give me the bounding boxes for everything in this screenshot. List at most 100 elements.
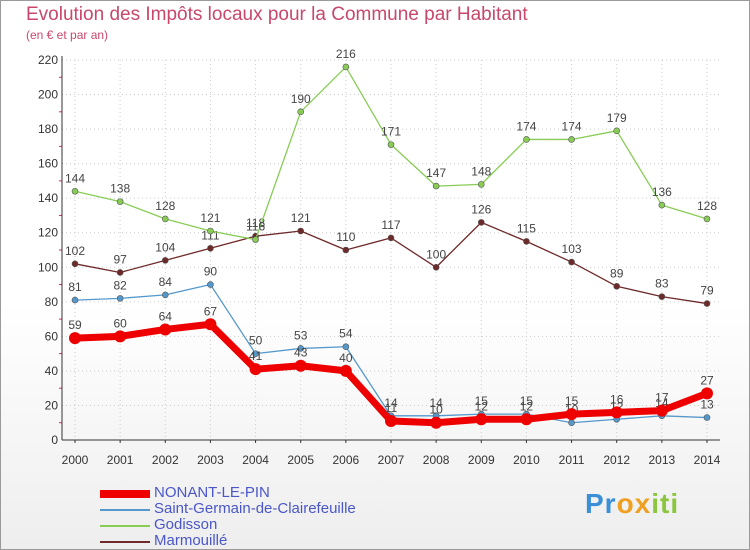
series-point-3 bbox=[161, 257, 169, 264]
series-point-2 bbox=[568, 136, 575, 143]
data-label: 144 bbox=[65, 171, 85, 185]
data-label: 84 bbox=[159, 275, 173, 289]
series-point-1 bbox=[71, 296, 79, 304]
series-point-3 bbox=[568, 258, 575, 266]
data-label: 43 bbox=[294, 346, 308, 360]
series-point-2 bbox=[342, 63, 350, 71]
series-point-2 bbox=[613, 127, 621, 135]
data-label: 12 bbox=[475, 399, 489, 413]
x-tick-label: 2010 bbox=[513, 453, 540, 467]
data-label: 81 bbox=[68, 280, 82, 294]
data-label: 10 bbox=[429, 403, 443, 417]
series-point-1 bbox=[252, 350, 259, 357]
data-label: 138 bbox=[110, 182, 130, 196]
legend-swatch bbox=[100, 509, 150, 511]
series-point-3 bbox=[342, 246, 350, 254]
series-point-3 bbox=[477, 219, 485, 226]
x-tick-label: 2005 bbox=[287, 453, 314, 467]
x-tick-label: 2007 bbox=[378, 453, 405, 467]
legend-label: Godisson bbox=[154, 516, 218, 533]
chart-title: Evolution des Impôts locaux pour la Comm… bbox=[26, 4, 528, 25]
y-tick-label: 220 bbox=[38, 53, 58, 67]
legend-label: NONANT-LE-PIN bbox=[154, 484, 270, 501]
data-label: 53 bbox=[294, 328, 308, 342]
x-tick-label: 2013 bbox=[649, 453, 676, 467]
data-label: 147 bbox=[426, 166, 446, 180]
series-point-1 bbox=[297, 345, 305, 352]
data-label: 190 bbox=[291, 92, 311, 106]
series-point-1 bbox=[207, 281, 214, 288]
data-label: 128 bbox=[697, 199, 717, 213]
chart-subtitle: (en € et par an) bbox=[26, 28, 109, 42]
data-label: 110 bbox=[336, 230, 355, 244]
data-label: 179 bbox=[607, 111, 627, 125]
series-point-3 bbox=[116, 269, 124, 276]
series-point-2 bbox=[658, 201, 666, 209]
data-label: 17 bbox=[655, 391, 669, 405]
series-point-3 bbox=[71, 260, 79, 268]
x-tick-label: 2008 bbox=[423, 453, 450, 467]
data-label: 54 bbox=[339, 327, 353, 341]
data-label: 15 bbox=[565, 394, 579, 408]
data-label: 83 bbox=[655, 277, 669, 291]
data-label: 14 bbox=[429, 396, 443, 410]
x-tick-label: 2009 bbox=[468, 453, 495, 467]
series-point-2 bbox=[432, 182, 440, 190]
data-label: 116 bbox=[246, 220, 265, 234]
x-tick-label: 2001 bbox=[107, 453, 134, 467]
series-point-2 bbox=[116, 198, 124, 205]
data-label: 50 bbox=[249, 334, 263, 348]
data-label: 67 bbox=[204, 304, 218, 318]
series-point-0 bbox=[249, 363, 262, 376]
y-tick-label: 180 bbox=[38, 122, 58, 136]
series-point-2 bbox=[207, 227, 214, 235]
series-point-3 bbox=[703, 300, 711, 307]
proxiti-logo: Proxiti bbox=[585, 488, 680, 519]
data-label: 216 bbox=[336, 47, 356, 61]
series-point-2 bbox=[252, 236, 259, 243]
series-point-0 bbox=[655, 404, 668, 417]
x-tick-label: 2002 bbox=[152, 453, 179, 467]
data-label: 103 bbox=[562, 242, 582, 256]
series-point-0 bbox=[69, 332, 81, 345]
data-label: 12 bbox=[520, 399, 534, 413]
series-point-0 bbox=[114, 330, 127, 343]
series-point-2 bbox=[477, 181, 485, 188]
series-point-2 bbox=[71, 187, 79, 195]
y-tick-label: 0 bbox=[51, 433, 58, 447]
data-label: 14 bbox=[384, 396, 398, 410]
data-label: 121 bbox=[291, 211, 311, 225]
series-point-0 bbox=[339, 364, 352, 377]
x-tick-label: 2011 bbox=[559, 453, 585, 467]
series-point-1 bbox=[342, 343, 350, 351]
y-tick-label: 100 bbox=[38, 260, 58, 274]
series-point-2 bbox=[523, 136, 530, 143]
y-tick-label: 20 bbox=[45, 398, 59, 412]
data-label: 41 bbox=[249, 349, 263, 363]
data-label: 128 bbox=[155, 199, 175, 213]
series-point-0 bbox=[159, 323, 172, 336]
y-tick-label: 200 bbox=[38, 88, 58, 102]
series-point-3 bbox=[523, 238, 530, 245]
series-point-2 bbox=[703, 215, 711, 223]
data-label: 117 bbox=[381, 218, 400, 232]
series-point-3 bbox=[432, 263, 440, 271]
data-label: 40 bbox=[339, 351, 353, 365]
data-label: 89 bbox=[610, 266, 624, 280]
x-tick-label: 2004 bbox=[242, 453, 269, 467]
data-label: 82 bbox=[113, 278, 127, 292]
data-label: 115 bbox=[517, 221, 536, 235]
series-point-0 bbox=[701, 387, 713, 400]
series-point-0 bbox=[520, 413, 533, 426]
legend-swatch bbox=[100, 525, 150, 527]
series-point-3 bbox=[207, 244, 214, 252]
series-point-1 bbox=[161, 291, 169, 299]
data-label: 171 bbox=[381, 125, 401, 139]
series-point-0 bbox=[204, 318, 217, 331]
x-tick-label: 2003 bbox=[197, 453, 224, 467]
data-label: 13 bbox=[700, 398, 714, 412]
data-label: 104 bbox=[155, 240, 175, 254]
data-label: 126 bbox=[471, 202, 491, 216]
series-point-0 bbox=[294, 359, 307, 372]
